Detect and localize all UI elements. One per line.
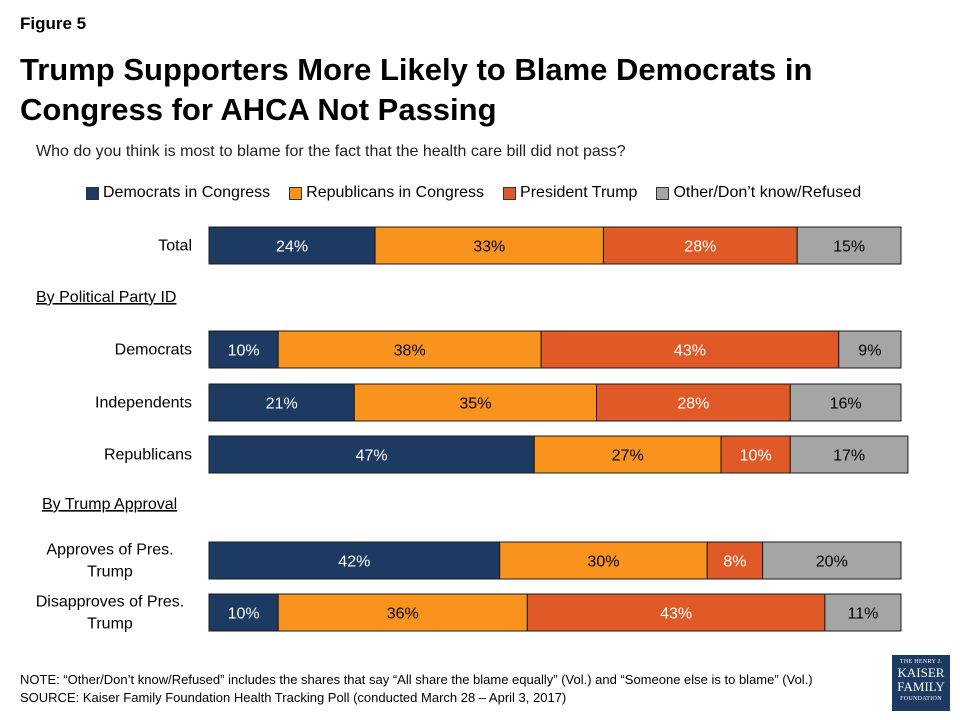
data-label-total-republicans-in-congress: 33% xyxy=(473,239,505,256)
logo-line: FAMILY xyxy=(897,679,945,694)
legend-swatch-other xyxy=(656,186,670,200)
data-label-total-other-don-t-know-refused: 15% xyxy=(833,239,865,256)
data-label-disapproves-of-pres-trump-president-trump: 43% xyxy=(660,606,692,623)
data-label-independents-president-trump: 28% xyxy=(677,396,709,413)
category-label-democrats: Democrats xyxy=(115,342,192,359)
bar-approves-of-pres-trump-other-don-t-know-refused xyxy=(762,541,902,580)
category-label-disapproves-of-pres-trump: Disapproves of Pres. xyxy=(36,594,185,611)
logo-line: THE HENRY J. xyxy=(899,659,943,665)
data-label-total-president-trump: 28% xyxy=(684,239,716,256)
legend-label-president-trump: President Trump xyxy=(520,184,638,201)
logo-line: KAISER xyxy=(897,665,945,680)
legend-swatch-republicans xyxy=(289,186,303,200)
bar-independents-republicans-in-congress xyxy=(353,383,598,422)
data-label-disapproves-of-pres-trump-other-don-t-know-refused: 11% xyxy=(848,606,879,623)
group-heading: By Political Party ID xyxy=(36,289,176,306)
legend-swatch-democrats xyxy=(86,186,99,200)
bar-disapproves-of-pres-trump-other-don-t-know-refused xyxy=(824,593,902,632)
bar-total-president-trump xyxy=(602,226,798,265)
data-label-total-democrats-in-congress: 24% xyxy=(276,239,308,256)
data-label-disapproves-of-pres-trump-democrats-in-congress: 10% xyxy=(228,606,260,623)
bar-independents-president-trump xyxy=(596,383,791,422)
source-note: SOURCE: Kaiser Family Foundation Health … xyxy=(20,690,567,705)
bar-democrats-democrats-in-congress xyxy=(208,330,279,369)
bar-approves-of-pres-trump-democrats-in-congress xyxy=(208,541,501,580)
chart-title: Trump Supporters More Likely to Blame De… xyxy=(20,52,813,127)
bar-total-democrats-in-congress xyxy=(208,226,376,265)
logo-line: FOUNDATION xyxy=(900,696,942,702)
data-label-republicans-other-don-t-know-refused: 17% xyxy=(833,448,865,465)
data-label-republicans-democrats-in-congress: 47% xyxy=(356,448,388,465)
legend-item-president-trump: President Trump xyxy=(503,184,637,202)
bar-democrats-president-trump xyxy=(540,330,840,369)
bar-republicans-president-trump xyxy=(720,435,791,474)
data-label-approves-of-pres-trump-president-trump: 8% xyxy=(723,554,746,571)
data-label-republicans-republicans-in-congress: 27% xyxy=(612,448,644,465)
bar-democrats-republicans-in-congress xyxy=(277,330,542,369)
footnote: NOTE: “Other/Don’t know/Refused” include… xyxy=(20,672,813,687)
data-label-approves-of-pres-trump-democrats-in-congress: 42% xyxy=(338,554,370,571)
data-label-independents-democrats-in-congress: 21% xyxy=(266,396,298,413)
bar-republicans-other-don-t-know-refused xyxy=(789,435,909,474)
kff-logo: THE HENRY J. KAISER FAMILY FOUNDATION xyxy=(892,655,950,711)
data-label-independents-republicans-in-congress: 35% xyxy=(459,396,491,413)
bar-democrats-other-don-t-know-refused xyxy=(838,330,902,369)
legend-swatch-president-trump xyxy=(503,186,517,200)
bar-independents-democrats-in-congress xyxy=(208,383,355,422)
bar-total-other-don-t-know-refused xyxy=(796,226,902,265)
data-label-disapproves-of-pres-trump-republicans-in-congress: 36% xyxy=(387,606,419,623)
legend-item-other: Other/Don’t know/Refused xyxy=(656,184,861,202)
stacked-bar-chart: Total 24% 33% 28% 15% By Political Party ID De… xyxy=(36,226,909,633)
legend-item-democrats: Democrats in Congress xyxy=(86,184,270,202)
legend-label-democrats: Democrats in Congress xyxy=(103,184,271,201)
data-label-democrats-democrats-in-congress: 10% xyxy=(228,343,260,360)
bar-disapproves-of-pres-trump-democrats-in-congress xyxy=(208,593,279,632)
category-label-independents: Independents xyxy=(95,395,192,412)
bar-approves-of-pres-trump-republicans-in-congress xyxy=(499,541,708,580)
legend-item-republicans: Republicans in Congress xyxy=(289,184,484,202)
bar-republicans-republicans-in-congress xyxy=(533,435,722,474)
bar-independents-other-don-t-know-refused xyxy=(789,383,902,422)
data-label-approves-of-pres-trump-republicans-in-congress: 30% xyxy=(587,554,619,571)
data-label-democrats-other-don-t-know-refused: 9% xyxy=(858,343,881,360)
group-heading: By Trump Approval xyxy=(42,496,177,513)
bar-total-republicans-in-congress xyxy=(374,226,604,265)
category-label-approves-of-pres-trump: Trump xyxy=(87,564,133,581)
data-label-republicans-president-trump: 10% xyxy=(740,448,772,465)
legend: Democrats in Congress Republicans in Con… xyxy=(86,182,880,204)
data-label-democrats-president-trump: 43% xyxy=(674,343,706,360)
category-label-total: Total xyxy=(158,238,192,255)
figure-label: Figure 5 xyxy=(20,14,87,33)
category-label-approves-of-pres-trump: Approves of Pres. xyxy=(46,542,173,559)
data-label-approves-of-pres-trump-other-don-t-know-refused: 20% xyxy=(816,554,848,571)
legend-label-other: Other/Don’t know/Refused xyxy=(673,184,862,201)
category-label-disapproves-of-pres-trump: Trump xyxy=(87,616,133,633)
legend-label-republicans: Republicans in Congress xyxy=(306,184,485,201)
data-label-independents-other-don-t-know-refused: 16% xyxy=(830,396,862,413)
data-label-democrats-republicans-in-congress: 38% xyxy=(394,343,426,360)
chart-subtitle: Who do you think is most to blame for th… xyxy=(36,143,626,160)
category-label-republicans: Republicans xyxy=(104,447,192,464)
